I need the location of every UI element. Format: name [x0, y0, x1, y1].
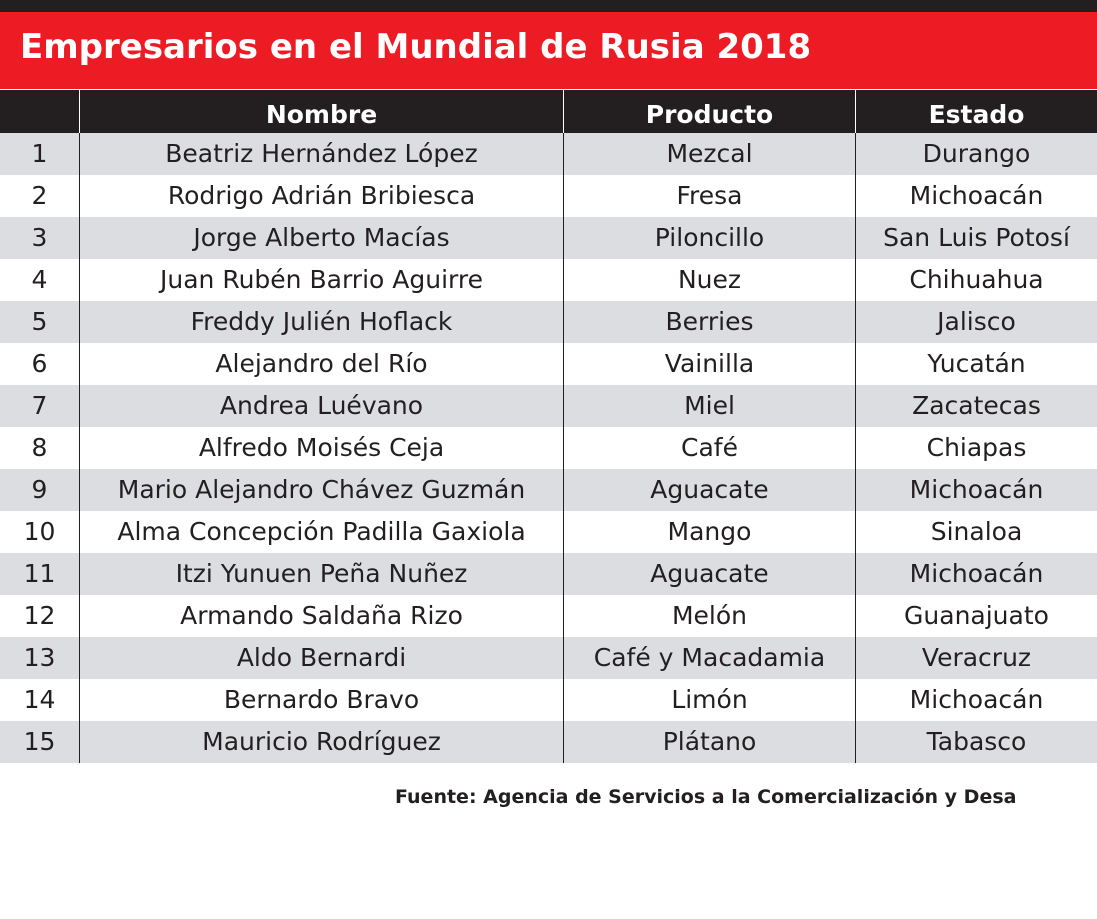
header-cell — [0, 90, 79, 133]
table-cell: Tabasco — [855, 721, 1097, 763]
table-cell: Durango — [855, 133, 1097, 175]
table-cell: Michoacán — [855, 469, 1097, 511]
table-cell: Chiapas — [855, 427, 1097, 469]
table-cell: Aguacate — [563, 469, 855, 511]
table-cell: Miel — [563, 385, 855, 427]
source-note: Fuente: Agencia de Servicios a la Comerc… — [395, 786, 1017, 808]
table-cell: Beatriz Hernández López — [79, 133, 563, 175]
table-cell: 7 — [31, 391, 48, 420]
table-cell: Café y Macadamia — [563, 637, 855, 679]
table-row: 14 Bernardo Bravo Limón Michoacán — [0, 679, 1097, 721]
table-cell: 5 — [31, 307, 48, 336]
table-cell: Michoacán — [855, 175, 1097, 217]
table-row: 11 Itzi Yunuen Peña Nuñez Aguacate Michoacá… — [0, 553, 1097, 595]
table-cell: 8 — [31, 433, 48, 462]
table-cell: 3 — [31, 223, 48, 252]
table-cell: Limón — [563, 679, 855, 721]
table-cell: Andrea Luévano — [79, 385, 563, 427]
table-cell: 1 — [31, 139, 48, 168]
table-cell: Fresa — [563, 175, 855, 217]
table-cell: Alejandro del Río — [79, 343, 563, 385]
table-cell: Mango — [563, 511, 855, 553]
table-cell: Michoacán — [855, 553, 1097, 595]
table-cell: Mauricio Rodríguez — [79, 721, 563, 763]
table-cell: Armando Saldaña Rizo — [79, 595, 563, 637]
table-cell: Berries — [563, 301, 855, 343]
title: Empresarios en el Mundial de Rusia 2018 — [0, 12, 1097, 89]
table-row: 13 Aldo Bernardi Café y Macadamia Veracruz — [0, 637, 1097, 679]
table-cell: Aguacate — [563, 553, 855, 595]
table-cell: Chihuahua — [855, 259, 1097, 301]
table-cell: 4 — [31, 265, 48, 294]
table-cell: 9 — [31, 475, 48, 504]
table-row: 2 Rodrigo Adrián Bribiesca Fresa Michoacán — [0, 175, 1097, 217]
table-cell: Mario Alejandro Chávez Guzmán — [79, 469, 563, 511]
top-bar — [0, 0, 1097, 12]
table-cell: Sinaloa — [855, 511, 1097, 553]
table-row: 9 Mario Alejandro Chávez Guzmán Aguacate Mi… — [0, 469, 1097, 511]
table-cell: 11 — [23, 559, 56, 588]
table-cell: Melón — [563, 595, 855, 637]
table-cell: Jalisco — [855, 301, 1097, 343]
table-cell: Zacatecas — [855, 385, 1097, 427]
table-cell: Yucatán — [855, 343, 1097, 385]
table-cell: Alma Concepción Padilla Gaxiola — [79, 511, 563, 553]
table-cell: San Luis Potosí — [855, 217, 1097, 259]
table-row: 12 Armando Saldaña Rizo Melón Guanajuato — [0, 595, 1097, 637]
header-cell: Nombre — [79, 90, 563, 133]
table-row: 1 Beatriz Hernández López Mezcal Durango — [0, 133, 1097, 175]
header-cell: Producto — [563, 90, 855, 133]
table-row: 4 Juan Rubén Barrio Aguirre Nuez Chihuahua — [0, 259, 1097, 301]
table-cell: Itzi Yunuen Peña Nuñez — [79, 553, 563, 595]
table-cell: 15 — [23, 727, 56, 756]
table-cell: Alfredo Moisés Ceja — [79, 427, 563, 469]
table-cell: 2 — [31, 181, 48, 210]
table-cell: Freddy Julién Hoflack — [79, 301, 563, 343]
table-cell: Juan Rubén Barrio Aguirre — [79, 259, 563, 301]
table-row: 10 Alma Concepción Padilla Gaxiola Mango Si… — [0, 511, 1097, 553]
table-cell: Bernardo Bravo — [79, 679, 563, 721]
table-cell: Nuez — [563, 259, 855, 301]
table-cell: Jorge Alberto Macías — [79, 217, 563, 259]
table-cell: Plátano — [563, 721, 855, 763]
table-cell: 6 — [31, 349, 48, 378]
table: Nombre Producto Estado 1 Beatriz Hernánde… — [0, 90, 1097, 763]
table-row: 7 Andrea Luévano Miel Zacatecas — [0, 385, 1097, 427]
table-cell: 13 — [23, 643, 56, 672]
table-cell: 10 — [23, 517, 56, 546]
table-cell: 14 — [23, 685, 56, 714]
table-row: 8 Alfredo Moisés Ceja Café Chiapas — [0, 427, 1097, 469]
table-cell: Vainilla — [563, 343, 855, 385]
table-cell: 12 — [23, 601, 56, 630]
table-cell: Mezcal — [563, 133, 855, 175]
table-row: 3 Jorge Alberto Macías Piloncillo San Luis … — [0, 217, 1097, 259]
header-row: Nombre Producto Estado — [0, 90, 1097, 133]
table-cell: Piloncillo — [563, 217, 855, 259]
header-cell: Estado — [855, 90, 1097, 133]
table-cell: Guanajuato — [855, 595, 1097, 637]
table-cell: Café — [563, 427, 855, 469]
table-row: 15 Mauricio Rodríguez Plátano Tabasco — [0, 721, 1097, 763]
table-cell: Michoacán — [855, 679, 1097, 721]
table-row: 5 Freddy Julién Hoflack Berries Jalisco — [0, 301, 1097, 343]
table-cell: Aldo Bernardi — [79, 637, 563, 679]
table-row: 6 Alejandro del Río Vainilla Yucatán — [0, 343, 1097, 385]
table-cell: Veracruz — [855, 637, 1097, 679]
table-cell: Rodrigo Adrián Bribiesca — [79, 175, 563, 217]
